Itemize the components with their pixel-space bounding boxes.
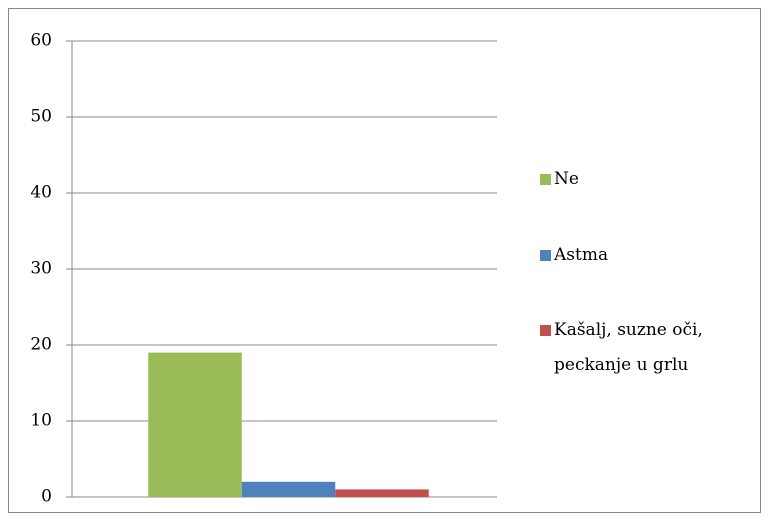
legend-swatch xyxy=(540,325,551,336)
y-tick-label: 30 xyxy=(30,259,52,279)
legend-label: Ne xyxy=(554,169,579,189)
y-tick-label: 40 xyxy=(30,183,52,203)
y-tick-label: 10 xyxy=(30,411,52,431)
bar xyxy=(148,352,242,497)
y-tick-label: 0 xyxy=(41,487,52,507)
legend-item: Astma xyxy=(540,238,755,273)
legend-label: Kašalj, suzne oči, peckanje u grlu xyxy=(554,320,703,375)
legend-label: Astma xyxy=(554,245,609,265)
y-tick-label: 50 xyxy=(30,107,52,127)
y-tick-label: 60 xyxy=(30,31,52,51)
bar xyxy=(335,489,429,497)
chart-border xyxy=(8,8,761,513)
legend-item: Kašalj, suzne oči, peckanje u grlu xyxy=(540,313,755,383)
legend-swatch xyxy=(540,250,551,261)
legend-item: Ne xyxy=(540,162,755,197)
legend-swatch xyxy=(540,174,551,185)
bar xyxy=(241,481,336,497)
y-tick-label: 20 xyxy=(30,335,52,355)
